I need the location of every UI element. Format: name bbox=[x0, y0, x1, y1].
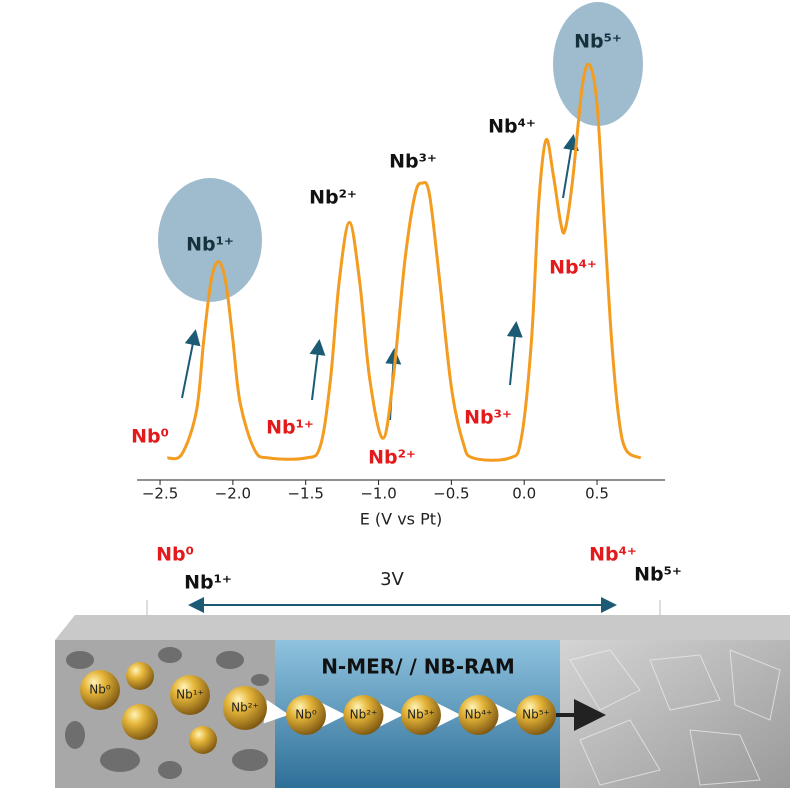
chart: E (V vs Pt) −2.5 −2.0 −1.5 −1.0 −0.5 0.0 0.5 Nb… bbox=[131, 2, 665, 529]
annotation: Nb²⁺ bbox=[368, 447, 416, 469]
diagram-label: Nb⁴⁺ bbox=[589, 544, 637, 566]
annotation: Nb⁴⁺ bbox=[488, 116, 536, 138]
particle bbox=[189, 726, 217, 754]
particle bbox=[126, 662, 154, 690]
facets bbox=[569, 649, 781, 786]
annotation: Nb¹⁺ bbox=[266, 417, 314, 439]
diagram-label: 3V bbox=[380, 569, 404, 590]
particle bbox=[80, 670, 120, 710]
particle bbox=[170, 675, 210, 715]
particle-label: Nb³⁺ bbox=[407, 708, 435, 722]
annotation: Nb⁰ bbox=[131, 426, 169, 448]
diagram-label: Nb⁰ bbox=[156, 544, 194, 566]
particle-label: Nb⁴⁺ bbox=[465, 708, 493, 722]
particle bbox=[223, 686, 267, 730]
highlight-circle bbox=[553, 2, 643, 126]
x-tick-label: −1.5 bbox=[287, 485, 323, 503]
x-tick-label: 0.5 bbox=[585, 485, 609, 503]
data-line bbox=[166, 62, 642, 462]
particle bbox=[401, 695, 441, 735]
particle-label: Nb¹⁺ bbox=[176, 688, 204, 702]
x-tick-label: −2.0 bbox=[215, 485, 251, 503]
annotation: Nb⁵⁺ bbox=[574, 31, 622, 53]
annotation: Nb⁴⁺ bbox=[549, 257, 597, 279]
particle-label: Nb²⁺ bbox=[350, 708, 378, 722]
particle-label: Nb²⁺ bbox=[231, 701, 259, 715]
particle bbox=[458, 695, 499, 735]
particle bbox=[286, 695, 326, 735]
pores bbox=[65, 647, 269, 779]
highlight-circle bbox=[158, 178, 262, 302]
particle bbox=[343, 695, 384, 735]
x-axis-label: E (V vs Pt) bbox=[360, 510, 443, 529]
particle-label: Nb⁰ bbox=[89, 683, 111, 697]
annotation: Nb²⁺ bbox=[309, 187, 357, 209]
section-title: N-MER/ / NB-RAM bbox=[321, 655, 515, 679]
annotation: Nb³⁺ bbox=[389, 151, 437, 173]
chain-arrows bbox=[263, 699, 518, 727]
annotation: Nb³⁺ bbox=[464, 407, 512, 429]
x-tick-label: −1.0 bbox=[360, 485, 396, 503]
annotation: Nb¹⁺ bbox=[186, 234, 234, 256]
x-tick-label: 0.0 bbox=[512, 485, 536, 503]
diagram-label: Nb⁵⁺ bbox=[634, 564, 682, 586]
box-top bbox=[55, 615, 790, 640]
particle-label: Nb⁵⁺ bbox=[522, 708, 550, 722]
diagram-label: Nb¹⁺ bbox=[184, 572, 232, 594]
x-tick-label: −0.5 bbox=[433, 485, 469, 503]
particle bbox=[122, 704, 158, 740]
particle bbox=[516, 695, 556, 735]
x-tick-label: −2.5 bbox=[142, 485, 178, 503]
particle-label: Nb⁰ bbox=[295, 708, 317, 722]
